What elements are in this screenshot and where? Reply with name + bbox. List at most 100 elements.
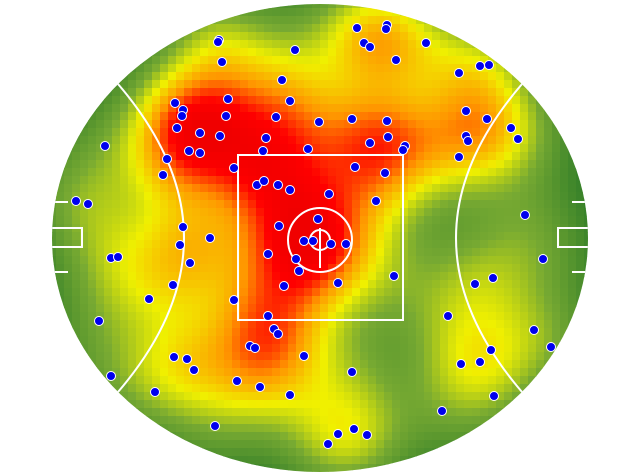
heat-cell <box>320 256 329 265</box>
heat-cell <box>432 24 441 33</box>
heat-cell <box>52 216 57 225</box>
heat-cell <box>248 408 257 417</box>
heat-cell <box>224 64 233 73</box>
heat-cell <box>544 8 553 17</box>
heat-cell <box>208 104 217 113</box>
heat-cell <box>384 352 393 361</box>
heat-cell <box>224 192 233 201</box>
heat-cell <box>112 16 121 25</box>
heat-cell <box>160 336 169 345</box>
heat-cell <box>512 352 521 361</box>
heat-cell <box>208 72 217 81</box>
heat-cell <box>456 248 465 257</box>
heat-cell <box>376 152 385 161</box>
heat-cell <box>384 464 393 472</box>
heat-cell <box>96 120 105 129</box>
heat-cell <box>336 336 345 345</box>
heat-cell <box>560 256 569 265</box>
heat-cell <box>536 216 545 225</box>
heat-cell <box>120 32 129 41</box>
heat-cell <box>360 120 369 129</box>
heat-cell <box>160 392 169 401</box>
heat-cell <box>112 304 121 313</box>
heat-cell <box>168 256 177 265</box>
heat-cell <box>40 448 49 457</box>
heat-cell <box>304 184 313 193</box>
heat-cell <box>312 88 321 97</box>
heat-cell <box>368 4 377 9</box>
heat-cell <box>384 88 393 97</box>
point <box>484 60 494 70</box>
heat-cell <box>392 328 401 337</box>
heat-cell <box>528 136 537 145</box>
heat-cell <box>208 344 217 353</box>
heat-cell <box>568 72 577 81</box>
heat-cell <box>304 456 313 465</box>
heat-cell <box>296 192 305 201</box>
heat-cell <box>136 200 145 209</box>
heat-cell <box>104 272 113 281</box>
heat-cell <box>232 56 241 65</box>
heat-cell <box>448 64 457 73</box>
heat-cell <box>104 376 113 385</box>
heat-cell <box>136 456 145 465</box>
heat-cell <box>224 144 233 153</box>
heat-cell <box>440 232 449 241</box>
heat-cell <box>96 208 105 217</box>
heat-cell <box>256 416 265 425</box>
heat-cell <box>480 24 489 33</box>
heat-cell <box>544 208 553 217</box>
heat-cell <box>136 296 145 305</box>
heat-cell <box>328 288 337 297</box>
heat-cell <box>176 248 185 257</box>
heat-cell <box>64 408 73 417</box>
heat-cell <box>160 128 169 137</box>
heat-cell <box>496 176 505 185</box>
heat-cell <box>144 272 153 281</box>
heat-cell <box>112 64 121 73</box>
heat-cell <box>160 456 169 465</box>
heat-cell <box>488 104 497 113</box>
heat-cell <box>144 16 153 25</box>
heat-cell <box>528 144 537 153</box>
heat-cell <box>448 256 457 265</box>
heat-cell <box>384 72 393 81</box>
heat-cell <box>408 320 417 329</box>
heat-cell <box>88 352 97 361</box>
heat-cell <box>232 184 241 193</box>
heat-cell <box>112 72 121 81</box>
heat-cell <box>208 184 217 193</box>
heat-cell <box>80 296 89 305</box>
heat-cell <box>72 8 81 17</box>
heat-cell <box>168 416 177 425</box>
heat-cell <box>424 152 433 161</box>
heat-cell <box>136 328 145 337</box>
heat-cell <box>160 432 169 441</box>
heat-cell <box>88 120 97 129</box>
heat-cell <box>544 408 553 417</box>
heat-cell <box>560 368 569 377</box>
heat-cell <box>440 424 449 433</box>
heat-cell <box>256 216 265 225</box>
heat-cell <box>360 72 369 81</box>
heat-cell <box>296 232 305 241</box>
heat-cell <box>52 384 57 393</box>
heat-cell <box>112 216 121 225</box>
heat-cell <box>408 336 417 345</box>
heat-cell <box>512 128 521 137</box>
heat-cell <box>152 440 161 449</box>
heat-cell <box>528 336 537 345</box>
heat-cell <box>568 328 577 337</box>
heat-cell <box>224 280 233 289</box>
heat-cell <box>216 24 225 33</box>
heat-cell <box>216 232 225 241</box>
heat-cell <box>184 64 193 73</box>
heat-cell <box>400 456 409 465</box>
point <box>221 111 231 121</box>
heat-cell <box>56 72 65 81</box>
heat-cell <box>504 336 513 345</box>
heat-cell <box>376 280 385 289</box>
heat-cell <box>64 136 73 145</box>
heat-cell <box>496 408 505 417</box>
heat-cell <box>488 80 497 89</box>
